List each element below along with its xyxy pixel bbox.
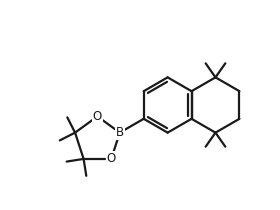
Text: O: O	[93, 110, 102, 123]
Text: B: B	[116, 126, 124, 139]
Text: O: O	[107, 152, 116, 165]
